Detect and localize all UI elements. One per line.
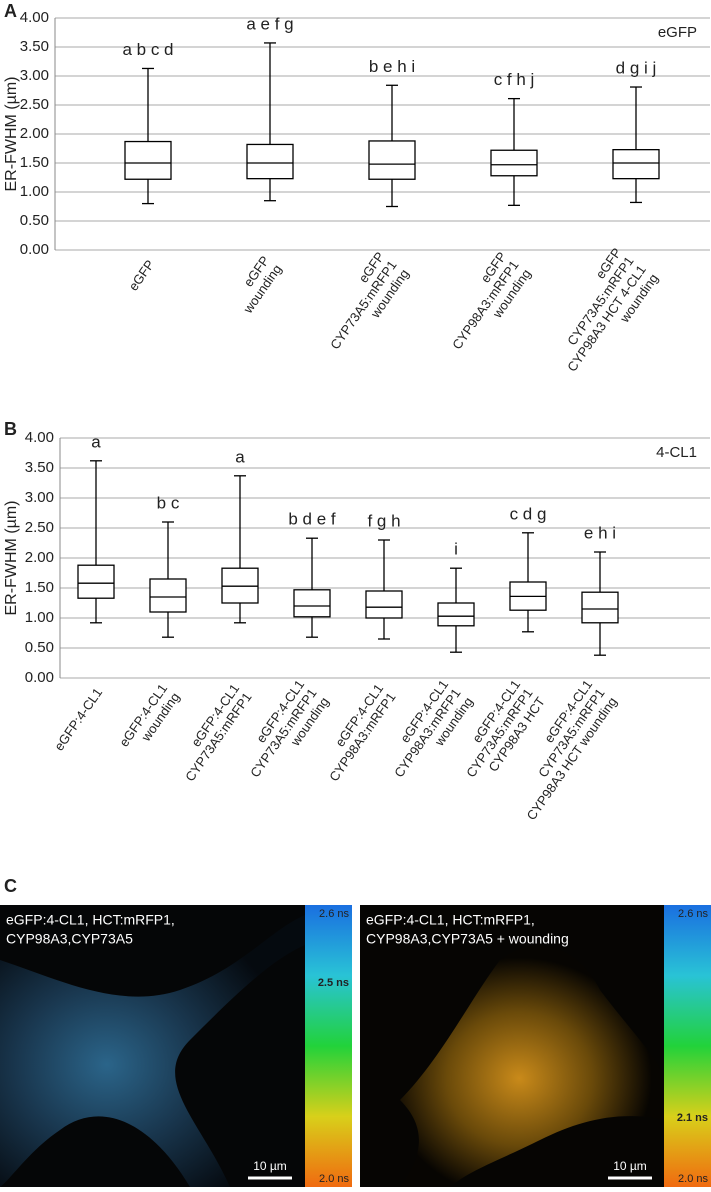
cell-signal [400, 945, 665, 1187]
y-tick-label: 2.00 [25, 549, 54, 566]
significance-label: a b c d [122, 40, 173, 59]
y-tick-label: 2.50 [20, 96, 49, 113]
y-axis-label: ER-FWHM (µm) [3, 77, 20, 192]
significance-label: c f h j [494, 70, 535, 89]
panel-label: A [4, 1, 17, 21]
significance-label: b d e f [288, 510, 336, 529]
box [246, 143, 294, 180]
y-tick-label: 2.50 [25, 519, 54, 536]
colorbar-label: 2.6 ns [319, 908, 349, 920]
significance-label: a [235, 447, 245, 466]
x-tick-label-group: eGFP:4-CL1 [51, 685, 105, 753]
significance-label: b e h i [369, 57, 415, 76]
box [612, 149, 660, 180]
panel-label: C [4, 876, 17, 896]
y-tick-label: 1.00 [25, 609, 54, 626]
colorbar-label: 2.5 ns [318, 977, 349, 989]
significance-label: f g h [367, 511, 400, 530]
colorbar-label: 2.0 ns [319, 1173, 349, 1185]
box [149, 578, 187, 613]
corner-label: eGFP [658, 24, 697, 41]
corner-label: 4-CL1 [656, 444, 697, 461]
box [124, 140, 172, 180]
colorbar-label: 2.1 ns [677, 1112, 708, 1124]
significance-label: b c [157, 493, 180, 512]
significance-label: c d g [510, 504, 547, 523]
image-caption: eGFP:4-CL1, HCT:mRFP1, [6, 912, 175, 928]
y-tick-label: 3.50 [20, 38, 49, 55]
x-tick-label-group: eGFP [126, 257, 158, 293]
y-tick-label: 4.00 [25, 429, 54, 446]
box [293, 589, 331, 618]
box [581, 591, 619, 624]
y-tick-label: 1.50 [25, 579, 54, 596]
y-tick-label: 3.00 [25, 489, 54, 506]
panel-label: B [4, 419, 17, 439]
significance-label: d g i j [616, 59, 657, 78]
y-axis-label: ER-FWHM (µm) [3, 501, 20, 616]
y-tick-label: 0.00 [20, 241, 49, 258]
cell-signal [0, 915, 305, 1187]
y-tick-label: 0.50 [20, 212, 49, 229]
image-caption: eGFP:4-CL1, HCT:mRFP1, [366, 912, 535, 928]
image-caption: CYP98A3,CYP73A5 + wounding [366, 931, 569, 947]
y-tick-label: 3.00 [20, 67, 49, 84]
significance-label: a [91, 432, 101, 451]
colorbar [664, 905, 711, 1187]
significance-label: a e f g [246, 14, 293, 33]
y-tick-label: 0.50 [25, 639, 54, 656]
panel-c [0, 905, 711, 1187]
box [490, 149, 538, 177]
image-caption: CYP98A3,CYP73A5 [6, 931, 133, 947]
significance-label: e h i [584, 523, 616, 542]
box [365, 590, 403, 619]
y-tick-label: 1.50 [20, 154, 49, 171]
colorbar-label: 2.6 ns [678, 908, 708, 920]
colorbar [305, 905, 352, 1187]
box [77, 564, 115, 599]
scale-bar-label: 10 µm [253, 1159, 287, 1173]
scale-bar-label: 10 µm [613, 1159, 647, 1173]
y-tick-label: 0.00 [25, 669, 54, 686]
y-tick-label: 3.50 [25, 459, 54, 476]
y-tick-label: 1.00 [20, 183, 49, 200]
colorbar-label: 2.0 ns [678, 1173, 708, 1185]
significance-label: i [454, 540, 458, 559]
y-tick-label: 2.00 [20, 125, 49, 142]
y-tick-label: 4.00 [20, 9, 49, 26]
x-tick-label: eGFP:4-CL1 [51, 685, 105, 753]
box [437, 602, 475, 627]
x-tick-label: eGFP [126, 257, 158, 293]
box [368, 140, 416, 180]
